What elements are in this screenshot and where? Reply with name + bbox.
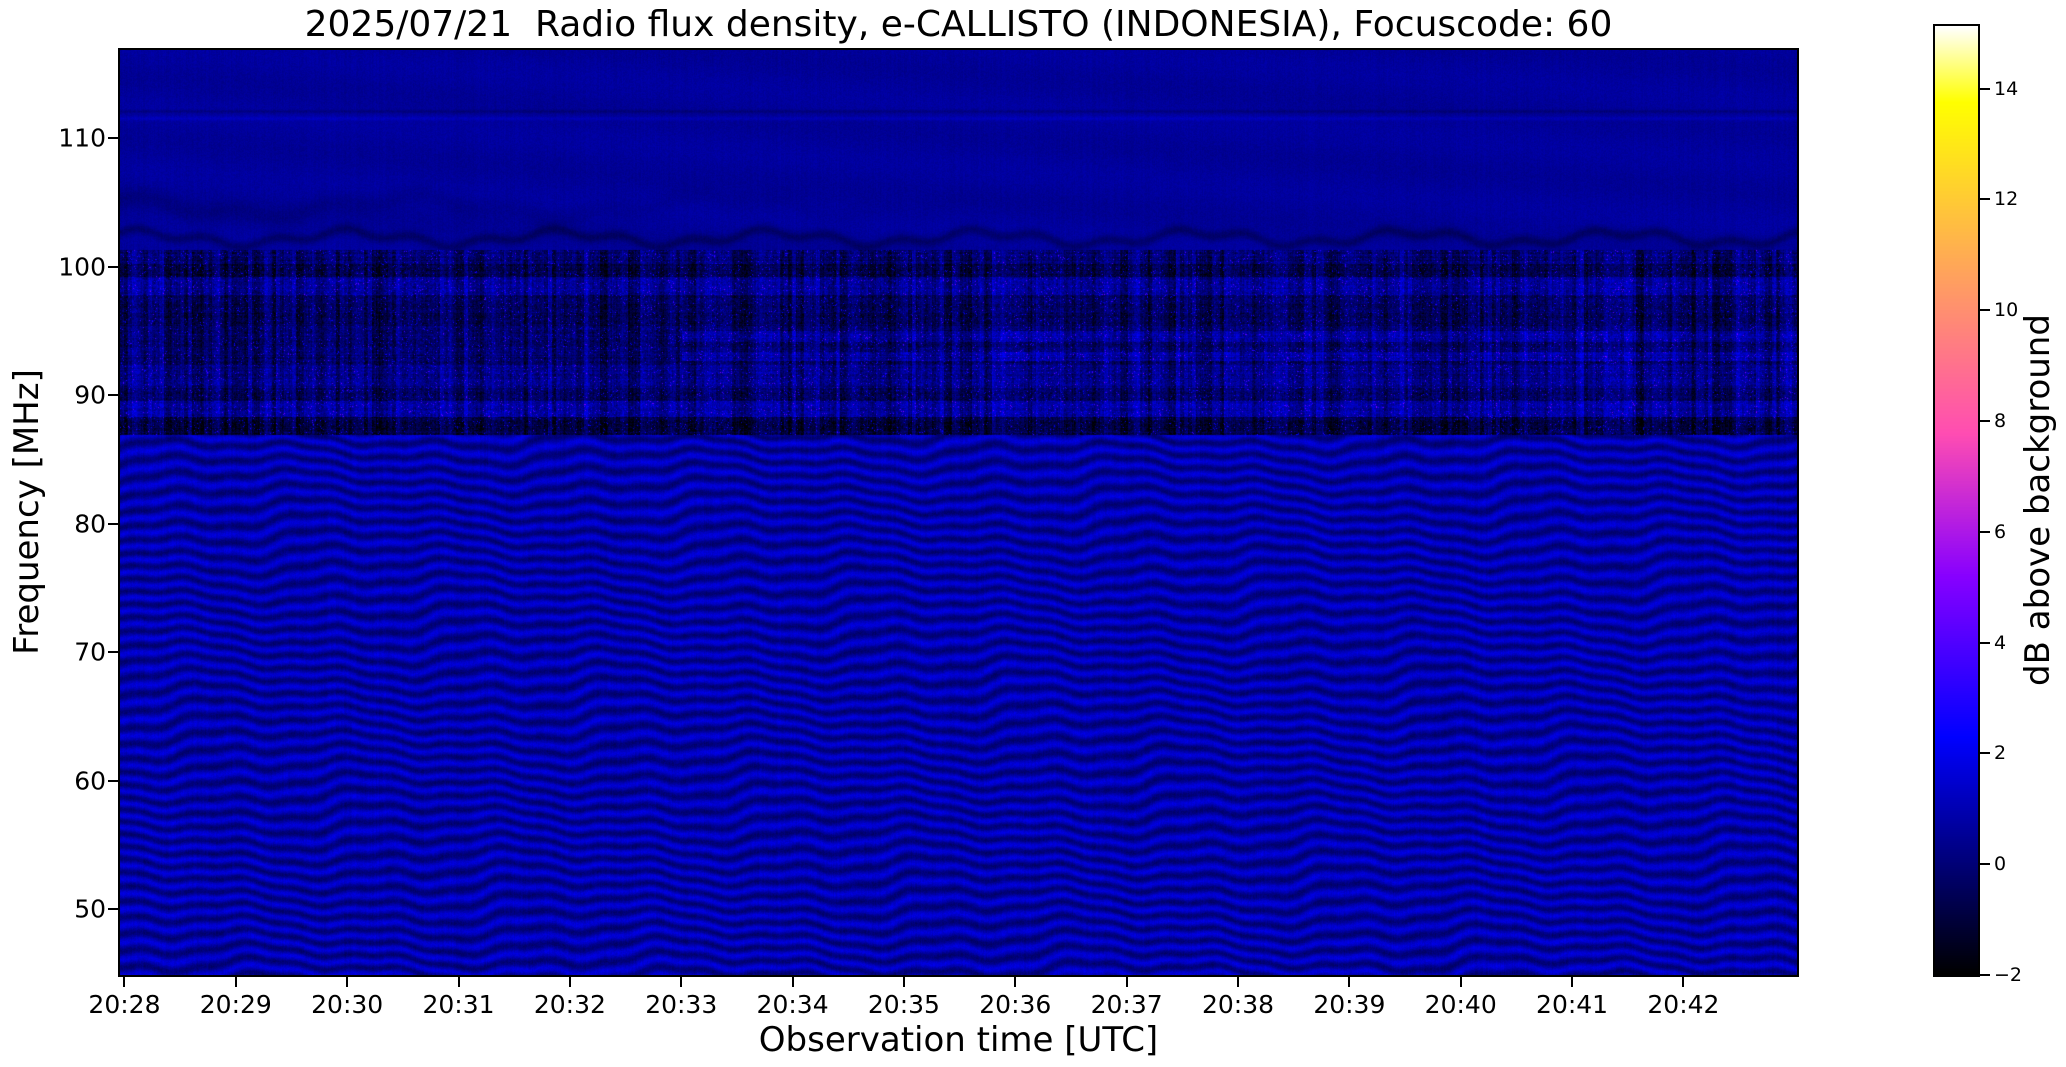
colorbar-tick-mark (1980, 420, 1990, 422)
x-tick-label: 20:37 (1090, 990, 1163, 1019)
x-tick-mark (346, 977, 349, 987)
colorbar-tick-label: 6 (1994, 520, 2007, 543)
y-tick-label: 70 (74, 637, 106, 667)
y-tick-label: 80 (74, 509, 106, 539)
x-tick-mark (1348, 977, 1351, 987)
colorbar-tick-mark (1980, 752, 1990, 755)
colorbar-tick-label: −2 (1994, 964, 2023, 986)
x-tick-mark (680, 977, 683, 987)
x-tick-mark (1237, 977, 1239, 987)
spectrogram-heatmap (118, 48, 1799, 977)
colorbar-tick-mark (1980, 198, 1990, 201)
x-tick-label: 20:38 (1201, 990, 1275, 1019)
x-tick-label: 20:28 (88, 990, 161, 1019)
x-tick-mark (1682, 977, 1685, 987)
colorbar-tick-label: 14 (1994, 77, 2019, 100)
y-tick-mark (108, 265, 118, 268)
colorbar-tick-mark (1980, 87, 1990, 90)
x-tick-label: 20:41 (1536, 990, 1609, 1019)
colorbar-tick-mark (1980, 641, 1990, 644)
colorbar-tick-label: 8 (1994, 410, 2007, 432)
y-tick-mark (108, 908, 118, 911)
x-tick-mark (457, 977, 460, 987)
colorbar-tick-mark (1980, 530, 1990, 533)
y-tick-label: 110 (58, 123, 106, 153)
x-tick-mark (234, 977, 237, 987)
x-tick-mark (1125, 977, 1128, 987)
colorbar-label: dB above background (2018, 314, 2058, 686)
y-tick-mark (108, 394, 118, 397)
colorbar-tick-label: 2 (1994, 742, 2007, 765)
x-tick-mark (1014, 977, 1017, 987)
y-tick-mark (108, 651, 118, 654)
colorbar-tick-label: 10 (1994, 299, 2019, 322)
y-tick-label: 50 (74, 894, 106, 924)
colorbar-tick-label: 0 (1994, 853, 2007, 876)
x-tick-mark (791, 977, 794, 987)
x-tick-mark (123, 977, 126, 987)
x-tick-label: 20:39 (1313, 990, 1386, 1019)
x-axis-label: Observation time [UTC] (758, 1020, 1159, 1060)
y-tick-mark (108, 779, 118, 782)
x-tick-label: 20:35 (867, 990, 940, 1019)
x-tick-mark (568, 977, 571, 987)
x-tick-label: 20:32 (533, 990, 606, 1019)
x-tick-label: 20:29 (199, 990, 272, 1019)
colorbar-tick-label: 4 (1994, 631, 2007, 654)
x-tick-label: 20:42 (1647, 990, 1720, 1019)
x-tick-label: 20:40 (1424, 990, 1497, 1019)
x-tick-label: 20:34 (756, 990, 829, 1019)
chart-title: 2025/07/21 Radio flux density, e-CALLIST… (304, 4, 1613, 45)
x-tick-mark (902, 977, 905, 987)
y-tick-mark (108, 522, 118, 525)
colorbar-gradient (1933, 24, 1980, 977)
x-tick-label: 20:31 (422, 990, 495, 1019)
y-tick-mark (108, 136, 118, 139)
colorbar-tick-mark (1980, 309, 1990, 312)
x-tick-label: 20:30 (311, 990, 384, 1019)
y-tick-label: 60 (74, 766, 106, 796)
x-tick-label: 20:33 (645, 990, 718, 1019)
colorbar-tick-label: 12 (1994, 188, 2019, 211)
x-tick-mark (1459, 977, 1462, 987)
y-tick-label: 90 (74, 380, 106, 410)
x-tick-label: 20:36 (979, 990, 1052, 1019)
colorbar-tick-mark (1980, 863, 1990, 866)
x-tick-mark (1571, 977, 1574, 987)
colorbar-tick-mark (1980, 974, 1990, 976)
y-tick-label: 100 (58, 252, 106, 282)
